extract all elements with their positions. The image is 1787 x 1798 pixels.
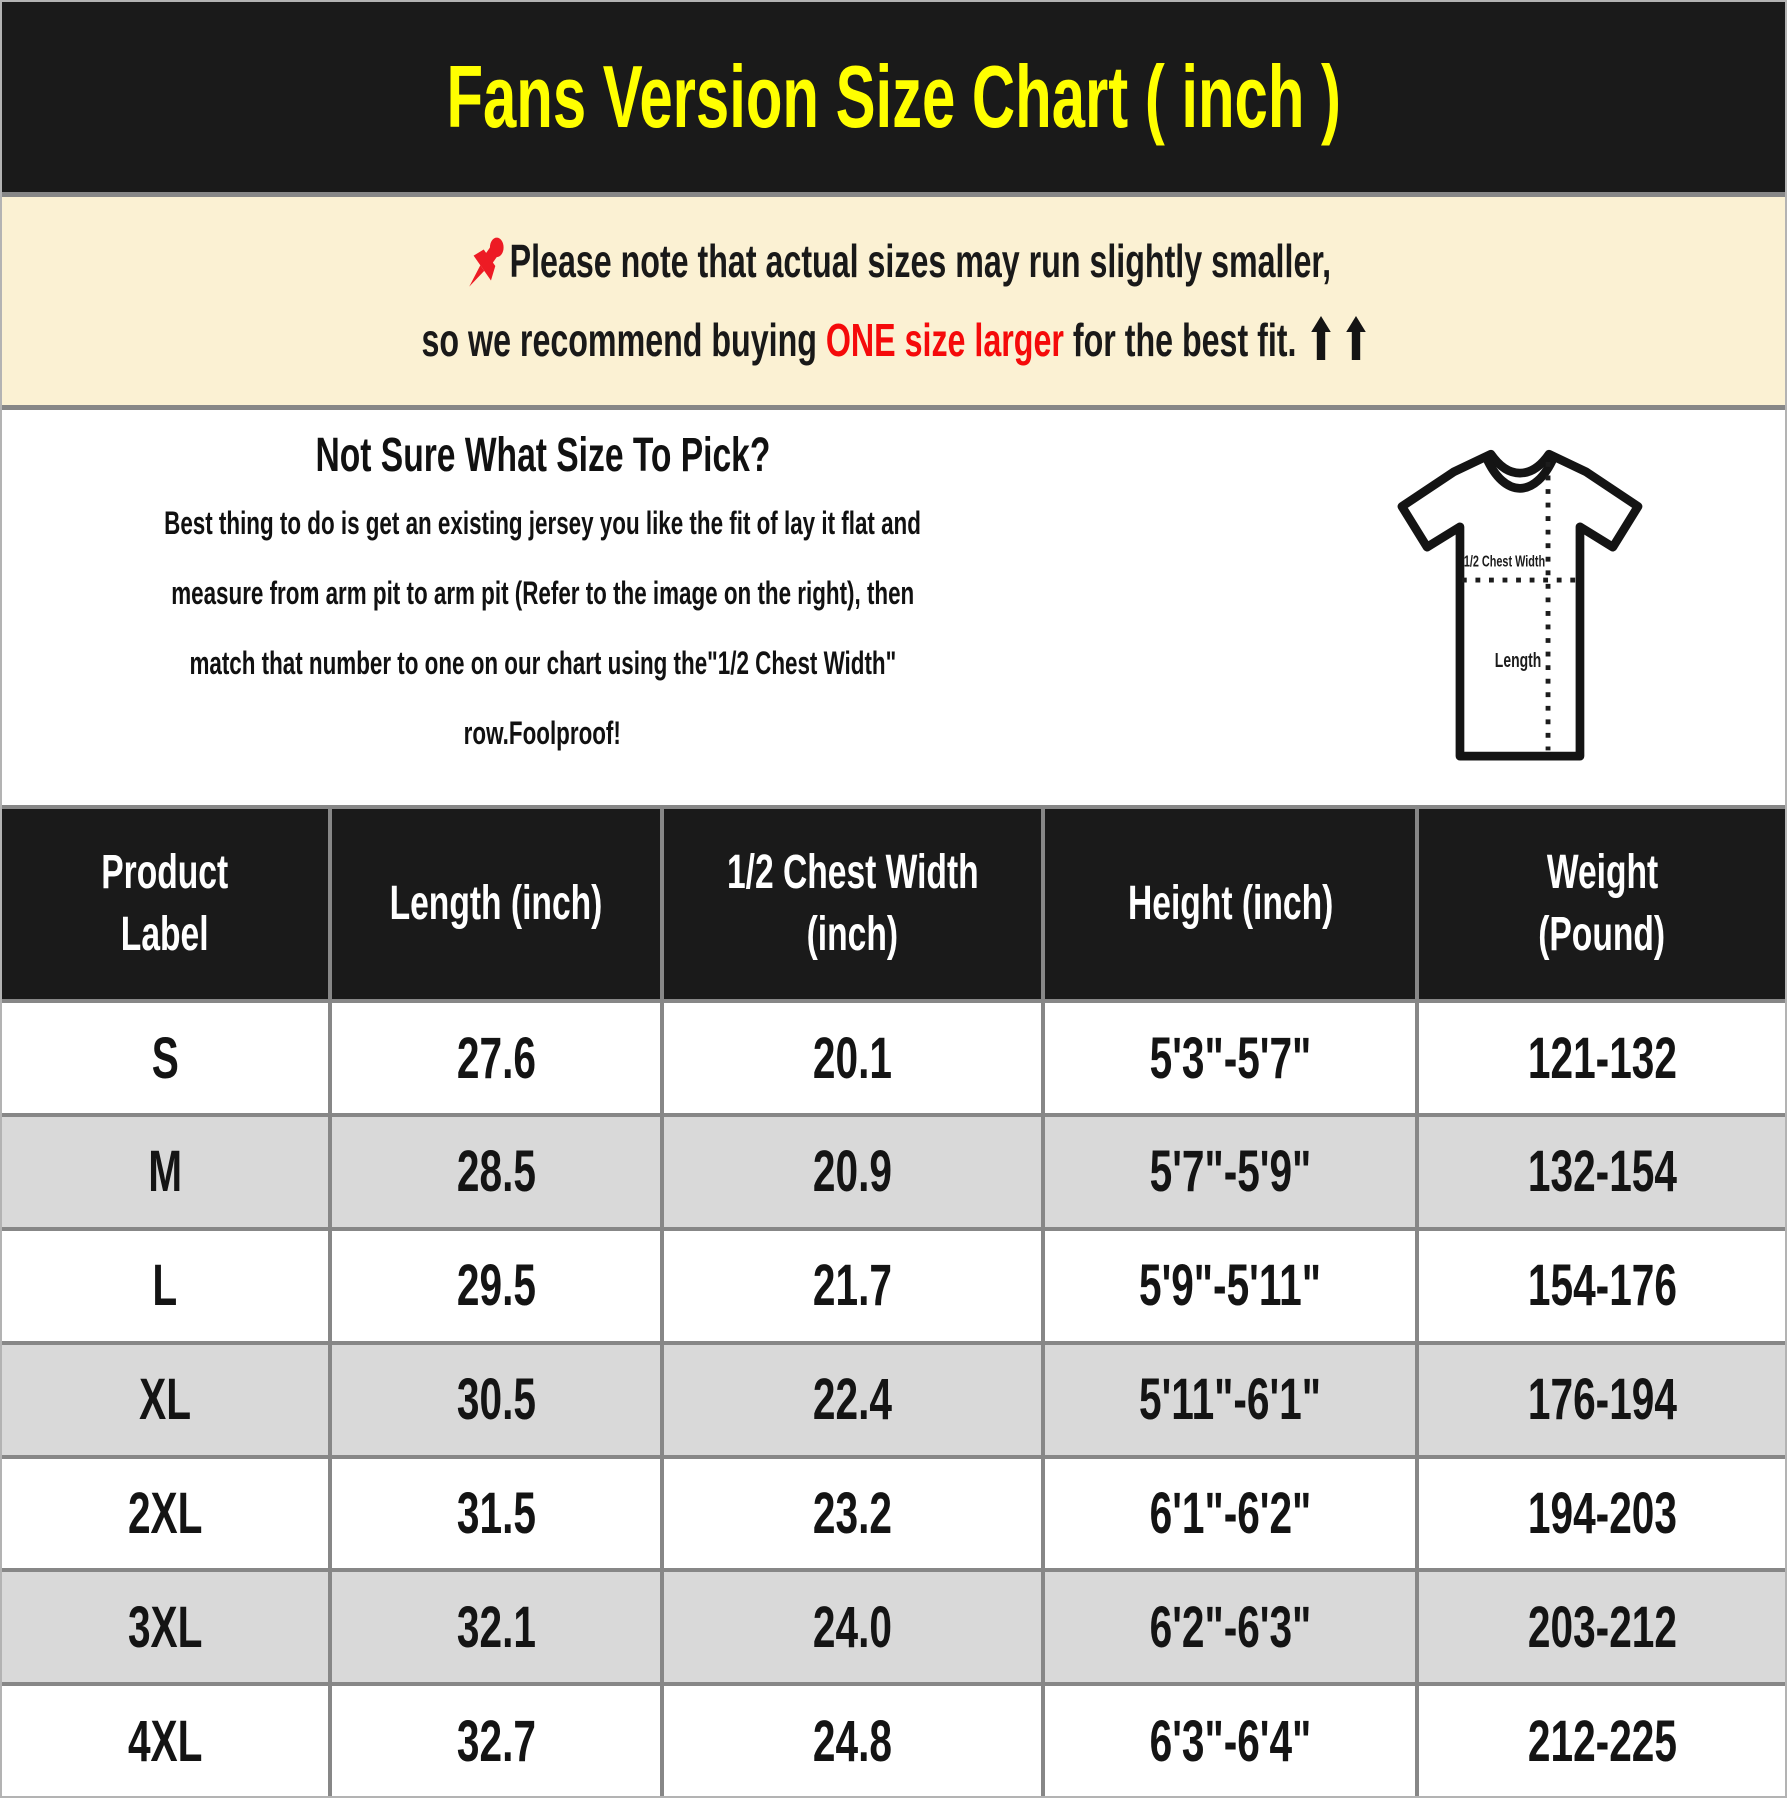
notice-text-2-suffix: for the best fit. bbox=[1063, 313, 1296, 366]
table-cell: 27.6 bbox=[332, 1003, 660, 1114]
sizing-guide-art: 1/2 Chest Width Length bbox=[1083, 410, 1785, 805]
section-divider bbox=[2, 191, 1785, 197]
row-label: L bbox=[2, 1230, 329, 1341]
table-cell: 29.5 bbox=[332, 1230, 660, 1341]
sizing-guide-text: Not Sure What Size To Pick? Best thing t… bbox=[2, 410, 1083, 805]
up-arrow-icon bbox=[1310, 316, 1331, 361]
row-label: M bbox=[2, 1117, 329, 1227]
length-label: Length bbox=[1495, 650, 1541, 672]
section-divider bbox=[2, 405, 1785, 411]
row-label: 3XL bbox=[2, 1572, 329, 1683]
table-cell: 5'11"-6'1" bbox=[1045, 1344, 1416, 1455]
header-height: Height (inch) bbox=[1045, 809, 1416, 1000]
table-cell: 31.5 bbox=[332, 1458, 660, 1569]
table-cell: 5'9"-5'11" bbox=[1045, 1230, 1416, 1341]
table-cell: 5'7"-5'9" bbox=[1045, 1117, 1416, 1227]
page-title: Fans Version Size Chart ( inch ) bbox=[446, 46, 1341, 146]
header-length: Length (inch) bbox=[332, 809, 660, 1000]
notice-text-2-prefix: so we recommend buying bbox=[421, 313, 826, 366]
table-cell: 212-225 bbox=[1419, 1686, 1785, 1796]
table-cell: 176-194 bbox=[1419, 1344, 1785, 1455]
row-label: XL bbox=[2, 1344, 329, 1455]
table-cell: 6'2"-6'3" bbox=[1045, 1572, 1416, 1683]
row-label: 2XL bbox=[2, 1458, 329, 1569]
section-divider bbox=[2, 805, 1785, 810]
table-cell: 21.7 bbox=[663, 1230, 1042, 1341]
table-cell: 194-203 bbox=[1419, 1458, 1785, 1569]
table-cell: 30.5 bbox=[332, 1344, 660, 1455]
table-cell: 154-176 bbox=[1419, 1230, 1785, 1341]
title-banner: Fans Version Size Chart ( inch ) bbox=[2, 2, 1785, 192]
chest-label: 1/2 Chest Width bbox=[1464, 554, 1545, 571]
guide-body-line: row.Foolproof! bbox=[463, 715, 622, 752]
guide-body-line: measure from arm pit to arm pit (Refer t… bbox=[171, 575, 915, 612]
table-cell: 6'3"-6'4" bbox=[1045, 1686, 1416, 1796]
header-product-label: Product Label bbox=[2, 809, 329, 1000]
table-cell: 132-154 bbox=[1419, 1117, 1785, 1227]
guide-body-line: Best thing to do is get an existing jers… bbox=[164, 505, 921, 542]
table-cell: 23.2 bbox=[663, 1458, 1042, 1569]
tshirt-measurement-diagram: 1/2 Chest Width Length bbox=[1397, 449, 1643, 761]
table-cell: 22.4 bbox=[663, 1344, 1042, 1455]
notice-text-1: Please note that actual sizes may run sl… bbox=[509, 235, 1331, 288]
header-weight: Weight (Pound) bbox=[1419, 809, 1785, 1000]
tshirt-outline bbox=[1397, 449, 1643, 761]
size-table: Product Label Length (inch) 1/2 Chest Wi… bbox=[2, 809, 1785, 1796]
table-cell: 20.1 bbox=[663, 1003, 1042, 1114]
notice-line-1: Please note that actual sizes may run sl… bbox=[269, 236, 1518, 287]
notice-panel: Please note that actual sizes may run sl… bbox=[2, 196, 1785, 406]
table-cell: 32.7 bbox=[332, 1686, 660, 1796]
table-cell: 24.8 bbox=[663, 1686, 1042, 1796]
table-cell: 5'3"-5'7" bbox=[1045, 1003, 1416, 1114]
sizing-guide-section: Not Sure What Size To Pick? Best thing t… bbox=[2, 410, 1785, 806]
table-cell: 28.5 bbox=[332, 1117, 660, 1227]
tshirt-neckband bbox=[1481, 452, 1559, 493]
table-cell: 121-132 bbox=[1419, 1003, 1785, 1114]
guide-body-line: match that number to one on our chart us… bbox=[189, 645, 896, 682]
notice-highlight: ONE size larger bbox=[825, 313, 1064, 366]
notice-line-2: so we recommend buying ONE size larger f… bbox=[219, 315, 1569, 366]
pushpin-icon bbox=[468, 237, 504, 287]
up-arrow-icon bbox=[1345, 316, 1366, 361]
guide-heading: Not Sure What Size To Pick? bbox=[315, 429, 770, 483]
row-label: 4XL bbox=[2, 1686, 329, 1796]
row-label: S bbox=[2, 1003, 329, 1114]
table-cell: 20.9 bbox=[663, 1117, 1042, 1227]
table-cell: 203-212 bbox=[1419, 1572, 1785, 1683]
table-cell: 32.1 bbox=[332, 1572, 660, 1683]
header-chest-width: 1/2 Chest Width (inch) bbox=[663, 809, 1042, 1000]
table-cell: 6'1"-6'2" bbox=[1045, 1458, 1416, 1569]
table-cell: 24.0 bbox=[663, 1572, 1042, 1683]
